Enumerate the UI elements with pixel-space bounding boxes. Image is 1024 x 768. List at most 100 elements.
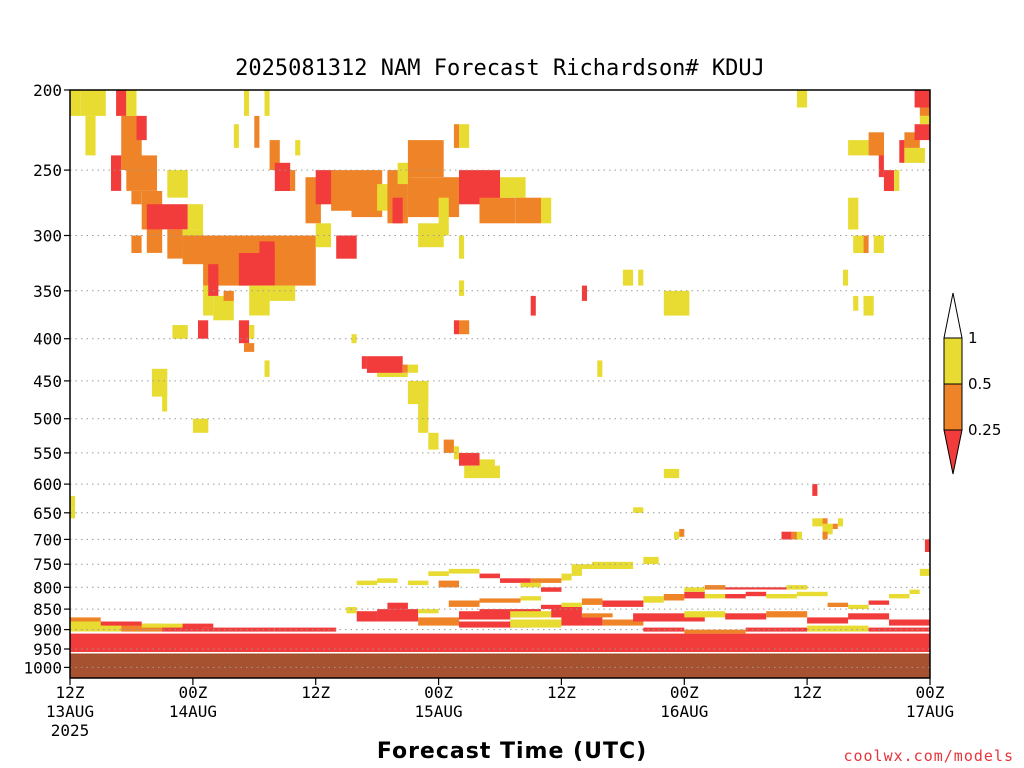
data-cell xyxy=(807,617,849,624)
data-cell xyxy=(146,204,188,230)
data-cell xyxy=(919,115,930,125)
data-cell xyxy=(387,602,408,610)
data-cell xyxy=(541,587,562,592)
y-tick-label: 650 xyxy=(33,504,62,523)
data-cell xyxy=(704,585,726,590)
x-tick-label: 00Z xyxy=(424,683,453,702)
data-cell xyxy=(361,356,367,369)
data-cell xyxy=(116,90,127,116)
data-cell xyxy=(581,285,587,301)
data-cell xyxy=(592,561,634,569)
data-cell xyxy=(561,573,572,581)
data-cell xyxy=(407,580,429,586)
x-tick-label: 00Z xyxy=(178,683,207,702)
x-tick-label: 00Z xyxy=(670,683,699,702)
data-cell xyxy=(571,564,593,569)
y-tick-label: 900 xyxy=(33,621,62,640)
data-cell xyxy=(868,132,884,156)
data-cell xyxy=(254,115,260,148)
data-cell xyxy=(684,611,726,618)
data-cell xyxy=(70,507,76,519)
data-cell xyxy=(244,343,255,352)
data-cell xyxy=(274,162,291,191)
data-cell xyxy=(643,596,664,603)
data-cell xyxy=(131,235,142,253)
data-cell xyxy=(745,627,808,632)
data-cell xyxy=(515,197,541,224)
x-tick-label: 2025 xyxy=(51,721,90,740)
data-cell xyxy=(679,529,685,537)
data-cell xyxy=(561,617,603,626)
data-cell xyxy=(848,140,869,156)
data-cell xyxy=(791,531,797,540)
data-cell xyxy=(203,627,275,632)
data-cell xyxy=(863,235,869,253)
data-cell xyxy=(889,619,930,626)
data-cell xyxy=(541,197,552,224)
data-cell xyxy=(873,235,884,253)
data-cell xyxy=(453,124,459,148)
data-cell xyxy=(899,140,905,163)
data-cell xyxy=(812,484,818,496)
data-cell xyxy=(663,594,685,601)
data-cell xyxy=(832,523,838,529)
data-cell xyxy=(796,591,828,597)
data-cell xyxy=(249,325,255,339)
data-cell xyxy=(479,573,500,579)
data-cell xyxy=(919,568,930,576)
data-cell xyxy=(663,290,690,316)
data-cell xyxy=(80,90,106,116)
x-tick-label: 00Z xyxy=(916,683,945,702)
data-cell xyxy=(581,613,613,618)
data-cell xyxy=(438,580,460,588)
x-axis-label: Forecast Time (UTC) xyxy=(377,739,647,764)
data-cell xyxy=(479,197,516,224)
data-cell xyxy=(848,197,859,230)
y-tick-label: 1000 xyxy=(23,658,62,677)
data-cell xyxy=(70,90,81,116)
data-cell xyxy=(848,604,869,609)
ground-layer xyxy=(70,652,930,678)
data-cell xyxy=(766,611,808,618)
x-tick-label: 13AUG xyxy=(46,702,94,721)
y-tick-label: 450 xyxy=(33,372,62,391)
x-tick-label: 15AUG xyxy=(415,702,463,721)
data-cell xyxy=(85,115,96,156)
data-cell xyxy=(162,625,204,632)
data-cell xyxy=(459,621,531,628)
data-cell xyxy=(418,617,460,626)
data-cell xyxy=(331,170,352,211)
x-tick-label: 12Z xyxy=(793,683,822,702)
data-cell xyxy=(238,320,250,344)
data-cell xyxy=(561,602,582,607)
data-cell xyxy=(126,155,157,191)
data-cell xyxy=(377,609,419,622)
data-cell xyxy=(459,124,470,148)
data-cell xyxy=(418,609,439,614)
data-cell xyxy=(249,285,270,316)
data-cell xyxy=(167,229,183,259)
data-cell xyxy=(172,325,188,339)
data-cell xyxy=(70,617,101,622)
plot-frame xyxy=(69,89,931,679)
cells-layer xyxy=(70,90,930,653)
data-cell xyxy=(919,107,930,116)
data-cell xyxy=(233,124,239,148)
data-cell xyxy=(131,191,142,205)
data-cell xyxy=(146,229,163,253)
data-cell xyxy=(448,568,480,574)
data-cell xyxy=(182,623,214,628)
data-cell xyxy=(878,155,884,178)
legend-swatch xyxy=(943,337,963,385)
data-cell xyxy=(187,204,204,230)
data-cell xyxy=(366,356,403,373)
data-cell xyxy=(725,613,767,620)
data-cell xyxy=(162,396,168,412)
data-cell xyxy=(351,334,357,344)
data-cell xyxy=(141,623,183,628)
data-cell xyxy=(622,269,634,286)
chart-title: 2025081312 NAM Forecast Richardson# KDUJ xyxy=(235,56,765,81)
data-cell xyxy=(602,600,644,607)
data-cell xyxy=(684,587,705,592)
